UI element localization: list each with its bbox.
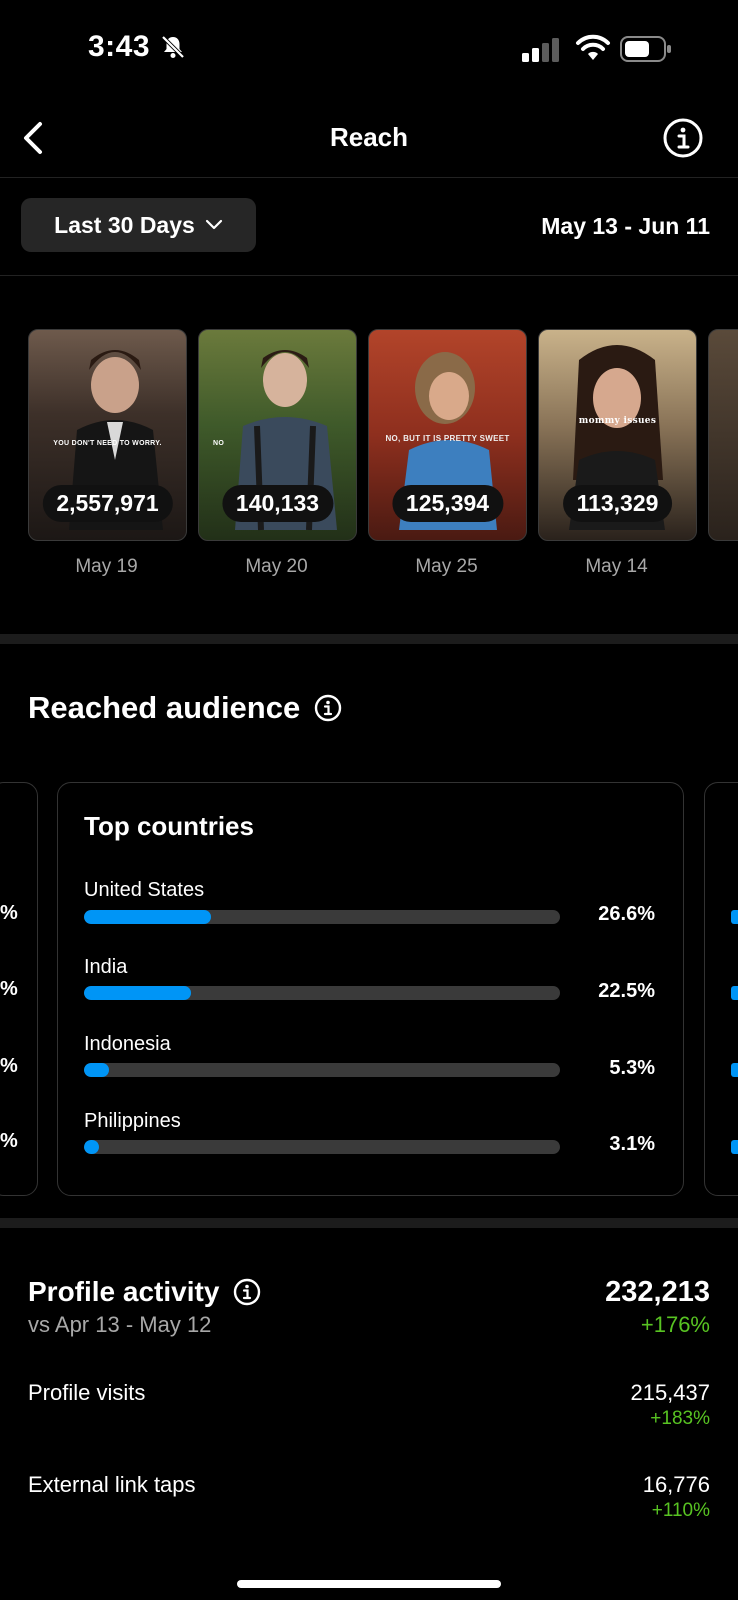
- post-reach-count: 2,557,971: [42, 485, 173, 522]
- post-date: May 19: [75, 556, 138, 577]
- post-reach-count: 125,394: [391, 485, 504, 522]
- post-caption: NO, BUT IT IS PRETTY SWEET: [385, 434, 510, 443]
- chevron-down-icon: [205, 219, 222, 230]
- partial-percent: %: [0, 978, 18, 1000]
- post-thumbnail[interactable]: NO 140,133: [198, 329, 357, 541]
- profile-activity-total: 232,213: [605, 1276, 710, 1308]
- post-thumbnail[interactable]: mommy issues 113,329: [538, 329, 697, 541]
- section-separator: [0, 634, 738, 644]
- country-percent: 22.5%: [598, 980, 655, 1002]
- metric-value: 215,437: [630, 1380, 710, 1405]
- post-date: May 14: [585, 556, 648, 577]
- metric-change: +110%: [651, 1500, 710, 1521]
- country-bar: [84, 1063, 560, 1077]
- bell-slash-icon: [161, 35, 185, 59]
- country-bar-fill: [84, 1063, 110, 1077]
- post-thumbnail[interactable]: YOU DON'T NEED TO WORRY. 2,557,971: [28, 329, 187, 541]
- metric-label: External link taps: [28, 1472, 196, 1497]
- status-time: 3:43: [88, 30, 151, 63]
- partial-percent: %: [0, 902, 18, 924]
- metric-change: +183%: [650, 1408, 710, 1429]
- country-name: United States: [84, 879, 205, 901]
- country-bar-fill: [84, 910, 211, 924]
- partial-percent: %: [0, 1130, 18, 1152]
- post-caption: YOU DON'T NEED TO WORRY.: [53, 440, 162, 447]
- partial-bar: [731, 1063, 738, 1077]
- back-chevron-icon[interactable]: [20, 120, 50, 156]
- profile-activity-title: Profile activity: [28, 1276, 220, 1307]
- date-range-text: May 13 - Jun 11: [541, 213, 710, 239]
- page-title: Reach: [329, 122, 409, 152]
- comparison-period: vs Apr 13 - May 12: [28, 1312, 212, 1337]
- date-range-dropdown[interactable]: Last 30 Days: [21, 198, 256, 252]
- country-name: Philippines: [84, 1110, 181, 1132]
- wifi-icon: [576, 34, 610, 60]
- post-caption: NO: [213, 440, 225, 447]
- post-caption: mommy issues: [578, 416, 657, 426]
- country-bar: [84, 986, 560, 1000]
- partial-bar: [731, 1140, 738, 1154]
- partial-bar: [731, 986, 738, 1000]
- post-thumbnail[interactable]: NO, BUT IT IS PRETTY SWEET 125,394: [368, 329, 527, 541]
- country-bar: [84, 910, 560, 924]
- date-range-label: Last 30 Days: [54, 211, 195, 238]
- audience-card-previous[interactable]: [0, 782, 38, 1196]
- partial-bar: [731, 910, 738, 924]
- audience-card-next[interactable]: [704, 782, 738, 1196]
- top-countries-title: Top countries: [84, 811, 254, 841]
- section-separator: [0, 1218, 738, 1228]
- country-bar-fill: [84, 1140, 99, 1154]
- reached-audience-title: Reached audience: [28, 690, 301, 725]
- profile-activity-heading: Profile activity: [28, 1276, 261, 1308]
- country-name: India: [84, 956, 128, 978]
- profile-activity-change: +176%: [640, 1312, 710, 1337]
- info-icon[interactable]: [233, 1278, 261, 1306]
- post-reach-count: 113,329: [562, 485, 673, 522]
- header-divider: [0, 177, 738, 178]
- country-percent: 5.3%: [609, 1057, 655, 1079]
- country-bar: [84, 1140, 560, 1154]
- metric-value: 16,776: [642, 1472, 710, 1497]
- country-name: Indonesia: [84, 1033, 171, 1055]
- info-icon[interactable]: [314, 694, 342, 722]
- info-icon[interactable]: [662, 117, 704, 159]
- reached-audience-heading: Reached audience: [28, 690, 342, 726]
- top-countries-card[interactable]: [57, 782, 684, 1196]
- range-divider: [0, 275, 738, 276]
- home-indicator: [237, 1580, 501, 1588]
- post-date: May 20: [245, 556, 308, 577]
- country-bar-fill: [84, 986, 192, 1000]
- cellular-signal-icon: [522, 38, 559, 62]
- battery-icon: [620, 36, 671, 62]
- country-percent: 3.1%: [609, 1133, 655, 1155]
- country-percent: 26.6%: [598, 903, 655, 925]
- post-reach-count: 140,133: [221, 485, 334, 522]
- post-date: May 25: [415, 556, 478, 577]
- metric-label: Profile visits: [28, 1380, 146, 1405]
- post-thumbnail-partial[interactable]: [708, 329, 738, 541]
- partial-percent: %: [0, 1055, 18, 1077]
